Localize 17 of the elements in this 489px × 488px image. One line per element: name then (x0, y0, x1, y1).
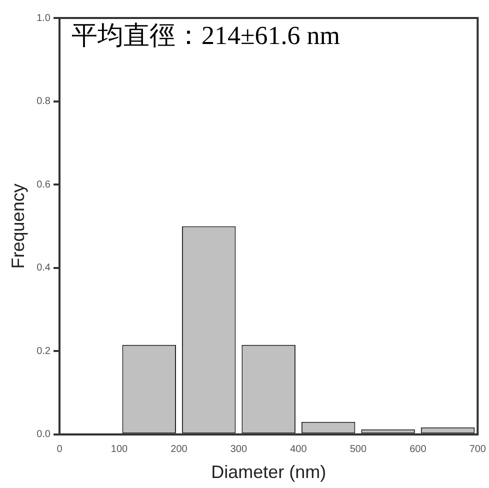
x-tick-label: 600 (410, 444, 427, 456)
x-tick-label: 400 (290, 444, 308, 456)
x-axis-title: Diameter (nm) (211, 462, 326, 482)
y-axis-title: Frequency (8, 184, 28, 269)
y-tick-label: 0.0 (36, 429, 51, 440)
y-tick-label: 0.2 (36, 346, 51, 357)
x-tick-label: 0 (56, 444, 63, 456)
y-tick-label: 0.4 (36, 262, 51, 274)
y-tick-label: 0.8 (36, 96, 51, 108)
x-tick-label: 500 (350, 444, 367, 456)
x-tick-label: 300 (230, 444, 248, 456)
x-tick-label: 700 (469, 444, 486, 456)
annotation: 平均直徑：214±61.6 nm (72, 20, 340, 50)
x-tick-label: 200 (170, 444, 188, 456)
x-tick-label: 100 (110, 444, 128, 456)
y-tick-label: 1.0 (36, 12, 51, 24)
y-tick-label: 0.6 (36, 179, 51, 190)
